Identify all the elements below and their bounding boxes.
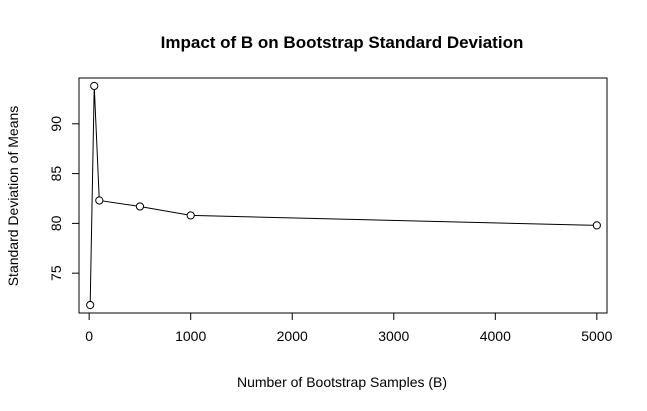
- x-tick-label: 5000: [581, 328, 612, 344]
- series-line: [89, 85, 597, 306]
- y-axis: 75 80 85 90: [48, 116, 80, 281]
- y-tick-label: 80: [48, 215, 64, 231]
- x-tick-label: 0: [85, 328, 93, 344]
- data-point: [90, 81, 99, 91]
- y-tick-label: 75: [48, 265, 64, 281]
- y-axis-label: Standard Deviation of Means: [5, 106, 21, 287]
- y-tick-label: 90: [48, 116, 64, 132]
- x-tick-label: 2000: [277, 328, 308, 344]
- data-point: [86, 300, 95, 310]
- x-axis-label: Number of Bootstrap Samples (B): [237, 374, 447, 390]
- plot-frame: [78, 77, 608, 314]
- x-tick-label: 3000: [378, 328, 409, 344]
- x-tick-label: 1000: [175, 328, 206, 344]
- data-points: [86, 81, 601, 310]
- chart-title: Impact of B on Bootstrap Standard Deviat…: [161, 33, 524, 52]
- data-point: [95, 196, 104, 205]
- y-tick-label: 85: [48, 166, 64, 182]
- x-tick-label: 4000: [480, 328, 511, 344]
- data-point: [592, 221, 601, 230]
- data-point: [135, 202, 145, 211]
- x-axis: 0 1000 2000 3000 4000 5000: [85, 312, 613, 344]
- data-point: [186, 211, 195, 220]
